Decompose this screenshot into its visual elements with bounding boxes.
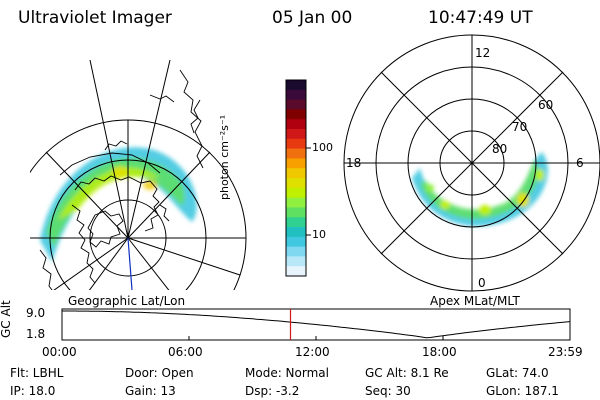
- altitude-ytick-9: 9.0: [26, 306, 46, 320]
- altitude-xtick-1200: 12:00: [295, 345, 330, 359]
- mlat-label-80: 80: [492, 142, 508, 156]
- colorbar-segment: [286, 178, 306, 189]
- mlt-label-6: 6: [576, 156, 584, 170]
- mlat-label-70: 70: [512, 120, 528, 134]
- colorbar-segment: [286, 148, 306, 159]
- geo-aurora-oval: [40, 147, 197, 262]
- altitude-xtick-2359: 23:59: [548, 345, 583, 359]
- info-gain: Gain: 13: [125, 384, 176, 398]
- mlat-label-60: 60: [538, 98, 554, 112]
- colorbar-segment: [286, 89, 306, 101]
- colorbar-segment: [286, 138, 306, 150]
- mlt-label-0: 0: [478, 276, 486, 290]
- geographic-map: [30, 59, 247, 290]
- mlt-label-18: 18: [346, 156, 362, 170]
- mlt-label-12: 12: [475, 46, 491, 60]
- colorbar-segment: [286, 236, 306, 248]
- colorbar-segment: [286, 256, 306, 267]
- altitude-xtick-0600: 06:00: [168, 345, 203, 359]
- observation-time: 10:47:49 UT: [428, 8, 533, 28]
- colorbar-segment: [286, 187, 306, 199]
- colorbar-segment: [286, 109, 306, 120]
- colorbar-segment: [286, 119, 306, 130]
- info-gcalt: GC Alt: 8.1 Re: [365, 366, 449, 380]
- geo-panel-label: Geographic Lat/Lon: [68, 294, 186, 308]
- colorbar-tick-10: 10: [312, 228, 326, 241]
- mlt-dial: [343, 34, 600, 292]
- info-seq: Seq: 30: [365, 384, 411, 398]
- colorbar-segment: [286, 99, 306, 110]
- colorbar-segment: [286, 129, 306, 140]
- colorbar-unit-label: photon cm⁻²s⁻¹: [218, 114, 231, 200]
- altitude-xtick-0000: 00:00: [42, 345, 77, 359]
- colorbar-segment: [286, 80, 306, 91]
- info-door: Door: Open: [125, 366, 194, 380]
- mlt-panel-label: Apex MLat/MLT: [430, 294, 520, 308]
- altitude-ylabel: GC Alt: [0, 300, 13, 338]
- instrument-title: Ultraviolet Imager: [18, 8, 172, 28]
- observation-date: 05 Jan 00: [272, 8, 353, 28]
- altitude-plot: [61, 308, 571, 341]
- colorbar-tick-100: 100: [312, 141, 333, 154]
- colorbar-segment: [286, 197, 306, 208]
- coastlines: [39, 69, 204, 290]
- colorbar-segment: [286, 217, 306, 228]
- altitude-xtick-1800: 18:00: [422, 345, 457, 359]
- info-dsp: Dsp: -3.2: [245, 384, 300, 398]
- colorbar-frame: [285, 79, 307, 277]
- altitude-ytick-1.8: 1.8: [26, 327, 46, 341]
- nadir-track: [127, 237, 133, 290]
- info-flt: Flt: LBHL: [10, 366, 64, 380]
- altitude-curve: [62, 310, 571, 339]
- info-glat: GLat: 74.0: [486, 366, 549, 380]
- colorbar-segment: [286, 168, 306, 179]
- info-ip: IP: 18.0: [10, 384, 56, 398]
- colorbar-segment: [286, 246, 306, 257]
- info-glon: GLon: 187.1: [486, 384, 559, 398]
- info-mode: Mode: Normal: [245, 366, 329, 380]
- colorbar-segment: [286, 158, 306, 169]
- colorbar-segment: [286, 207, 306, 218]
- colorbar-segment: [286, 227, 306, 238]
- colorbar-segment: [286, 266, 306, 277]
- mlt-aurora-oval: [412, 152, 548, 227]
- colorbar: [285, 79, 311, 277]
